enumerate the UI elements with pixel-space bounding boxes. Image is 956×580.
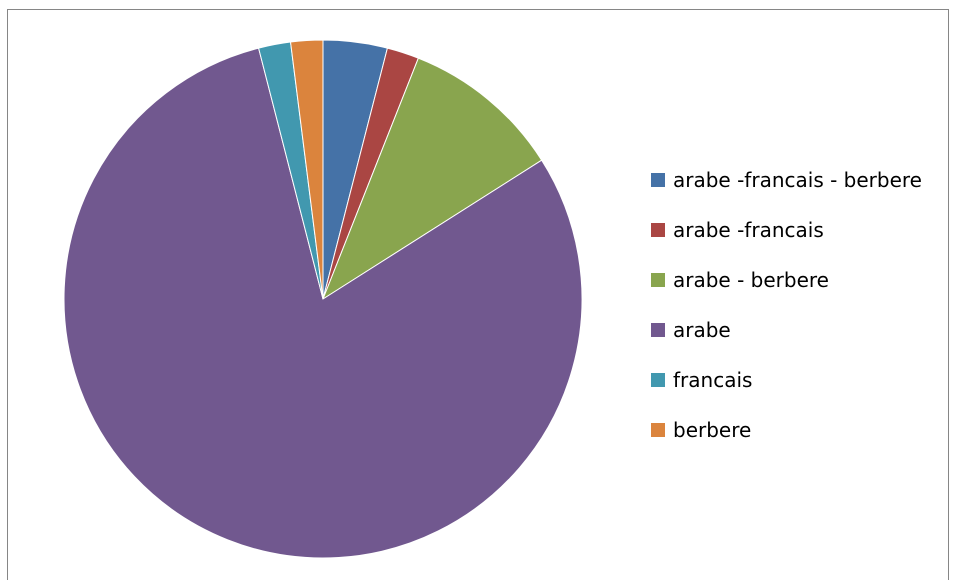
pie-slice-5 bbox=[289, 39, 324, 300]
legend-label-0: arabe -francais - berbere bbox=[673, 168, 922, 192]
legend-label-4: francais bbox=[673, 368, 753, 392]
legend-label-1: arabe -francais bbox=[673, 218, 824, 242]
legend-item-0: arabe -francais - berbere bbox=[651, 166, 951, 216]
legend-label-3: arabe bbox=[673, 318, 731, 342]
legend-item-4: francais bbox=[651, 366, 951, 416]
legend-swatch-3 bbox=[651, 323, 665, 337]
legend-swatch-2 bbox=[651, 273, 665, 287]
pie-slice-3 bbox=[63, 47, 583, 559]
legend-item-3: arabe bbox=[651, 316, 951, 366]
chart-legend: arabe -francais - berbere arabe -francais… bbox=[651, 166, 951, 466]
legend-swatch-0 bbox=[651, 173, 665, 187]
legend-item-1: arabe -francais bbox=[651, 216, 951, 266]
legend-label-5: berbere bbox=[673, 418, 752, 442]
legend-item-2: arabe - berbere bbox=[651, 266, 951, 316]
pie-slice-2 bbox=[321, 57, 543, 301]
legend-swatch-4 bbox=[651, 373, 665, 387]
legend-item-5: berbere bbox=[651, 416, 951, 466]
legend-label-2: arabe - berbere bbox=[673, 268, 829, 292]
legend-swatch-5 bbox=[651, 423, 665, 437]
legend-swatch-1 bbox=[651, 223, 665, 237]
